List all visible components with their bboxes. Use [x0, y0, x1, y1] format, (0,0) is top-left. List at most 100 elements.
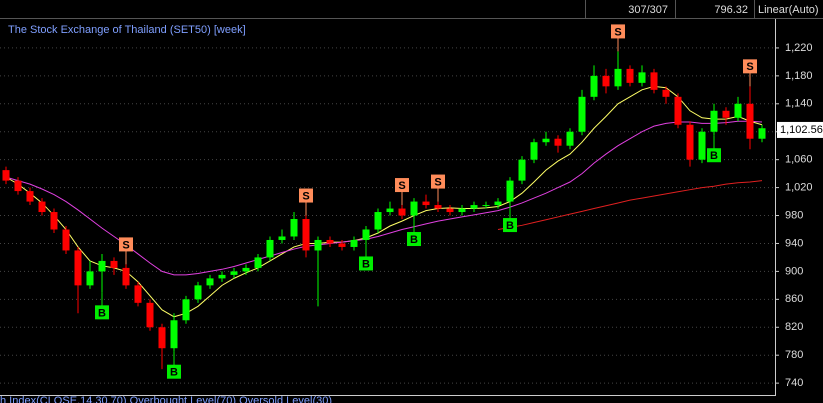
candle-body — [710, 110, 718, 132]
y-tick-label: 1,060 — [785, 154, 813, 166]
price-tag — [777, 121, 823, 138]
candle-body — [410, 201, 418, 216]
candle-body — [230, 271, 238, 275]
candle-body — [398, 208, 406, 216]
candle-body — [362, 229, 370, 240]
candle-body — [182, 299, 190, 321]
bar-value: 796.32 — [714, 4, 748, 16]
candle-body — [302, 219, 310, 251]
signal-box — [503, 218, 517, 233]
candle-body — [278, 236, 286, 240]
candle-body — [158, 327, 166, 349]
candle-body — [38, 201, 46, 213]
candle-body — [554, 138, 562, 146]
signal-label: B — [170, 367, 178, 379]
signal-box — [431, 174, 445, 189]
signal-box — [299, 188, 313, 203]
candle-body — [566, 131, 574, 146]
y-tick-label: 1,020 — [785, 182, 813, 194]
candle-body — [602, 75, 610, 87]
indicator-label: h Index(CLOSE,14,30,70) Overbought Level… — [0, 395, 332, 403]
signal-box — [743, 59, 757, 74]
candle-body — [422, 201, 430, 206]
candle-body — [26, 191, 34, 202]
candle-body — [482, 205, 490, 207]
candle-body — [194, 285, 202, 300]
candle-body — [206, 278, 214, 286]
candle-body — [122, 267, 130, 286]
candle-body — [518, 159, 526, 181]
y-tick-label: 780 — [785, 349, 803, 361]
candle-body — [170, 320, 178, 349]
signal-label: B — [506, 220, 514, 232]
signal-box — [167, 364, 181, 379]
bar-count: 307/307 — [628, 4, 668, 16]
candle-body — [86, 271, 94, 286]
signal-label: S — [398, 180, 405, 192]
signal-label: B — [98, 307, 106, 319]
candle-body — [386, 208, 394, 213]
signal-label: S — [122, 239, 129, 251]
candle-body — [674, 96, 682, 125]
y-tick-label: 1,220 — [785, 42, 813, 54]
candle-body — [446, 208, 454, 213]
candle-body — [242, 267, 250, 272]
candle-body — [98, 260, 106, 272]
signal-label: B — [710, 150, 718, 162]
candle-body — [650, 72, 658, 90]
candle-body — [134, 285, 142, 303]
y-tick-label: 900 — [785, 265, 803, 277]
candle-body — [758, 128, 766, 139]
candle-body — [218, 274, 226, 279]
candle-body — [542, 138, 550, 143]
signal-label: S — [614, 26, 621, 38]
chart-title: The Stock Exchange of Thailand (SET50) [… — [8, 24, 246, 36]
signal-label: S — [302, 190, 309, 202]
candle-body — [698, 131, 706, 160]
candle-body — [146, 302, 154, 328]
candle-body — [614, 68, 622, 87]
signal-label: S — [434, 176, 441, 188]
candle-body — [62, 229, 70, 251]
candle-body — [638, 72, 646, 83]
candle-body — [494, 201, 502, 206]
signal-box — [395, 178, 409, 193]
candle-body — [578, 96, 586, 132]
signal-label: B — [362, 258, 370, 270]
y-tick-label: 740 — [785, 377, 803, 389]
candle-body — [458, 208, 466, 213]
moving-average — [5, 85, 763, 318]
candle-body — [686, 124, 694, 160]
candle-body — [662, 89, 670, 97]
candle-body — [746, 103, 754, 139]
candle-body — [290, 219, 298, 237]
price-label: 1,102.56 — [780, 124, 823, 136]
signal-box — [119, 237, 133, 252]
signal-box — [359, 256, 373, 271]
candle-body — [314, 239, 322, 251]
candle-body — [254, 257, 262, 268]
y-tick-label: 820 — [785, 321, 803, 333]
y-tick-label: 860 — [785, 293, 803, 305]
moving-average — [497, 180, 763, 230]
candle-body — [626, 68, 634, 83]
candle-body — [434, 205, 442, 209]
candle-body — [530, 142, 538, 160]
y-tick-label: 980 — [785, 209, 803, 221]
candle-body — [338, 243, 346, 247]
signal-box — [407, 232, 421, 247]
candle-body — [374, 212, 382, 230]
signal-box — [707, 148, 721, 163]
candle-body — [326, 239, 334, 244]
y-tick-label: 940 — [785, 237, 803, 249]
scale-mode: Linear(Auto) — [758, 4, 819, 16]
candle-body — [14, 180, 22, 192]
candle-body — [350, 239, 358, 247]
signal-box — [611, 24, 625, 39]
candle-body — [470, 205, 478, 209]
candle-body — [722, 110, 730, 118]
candle-body — [590, 75, 598, 97]
signal-box — [95, 305, 109, 320]
